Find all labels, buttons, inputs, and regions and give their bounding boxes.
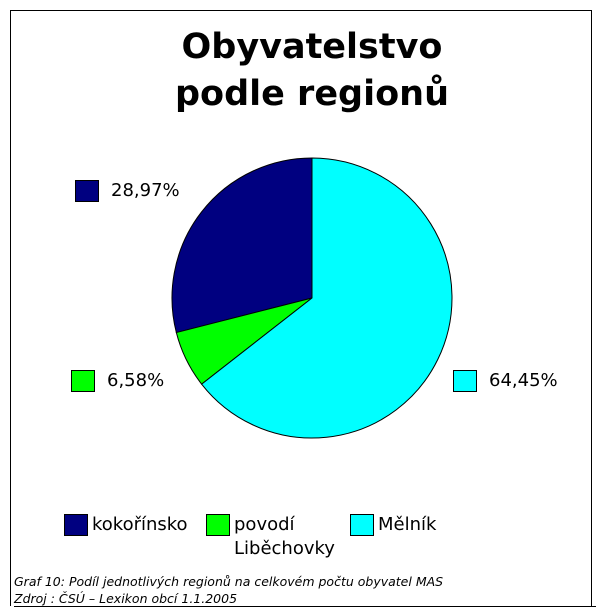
legend-swatch <box>64 514 88 536</box>
pie-slice <box>171 157 313 334</box>
chart-frame <box>10 10 592 606</box>
legend-label: povodí Liběchovky <box>234 514 335 559</box>
label-swatch <box>75 180 99 202</box>
chart-title: Obyvatelstvo podle regionů <box>174 27 449 114</box>
data-label: 28,97% <box>111 180 180 201</box>
source: Zdroj : ČSÚ – Lexikon obcí 1.1.2005 <box>14 591 596 607</box>
pie-slice <box>200 157 453 439</box>
data-label: 64,45% <box>489 370 558 391</box>
legend-swatch <box>350 514 374 536</box>
legend-label: kokořínsko <box>92 514 188 535</box>
label-swatch <box>71 370 95 392</box>
data-label: 6,58% <box>107 370 165 391</box>
label-swatch <box>453 370 477 392</box>
legend-label: Mělník <box>378 514 437 535</box>
legend-swatch <box>206 514 230 536</box>
caption: Graf 10: Podíl jednotlivých regionů na c… <box>14 574 444 589</box>
